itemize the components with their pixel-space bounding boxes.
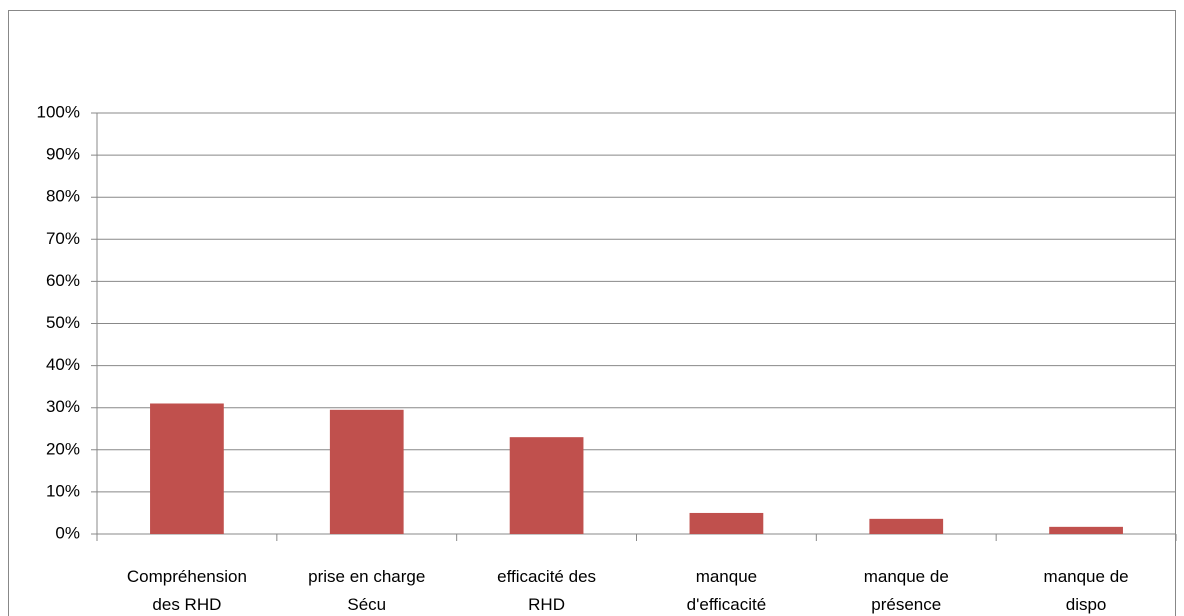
bar [509,437,584,534]
y-tick-label: 50% [46,313,80,332]
y-tick-label: 20% [46,439,80,458]
x-tick-label: manque de dispo [1043,567,1129,614]
y-tick-label: 80% [46,187,80,206]
y-tick-label: 30% [46,397,80,416]
x-tick-label: manque d'efficacité [686,567,767,614]
x-tick-label: manque de présence [863,567,949,614]
y-tick-label: 0% [55,523,80,542]
chart-border [8,10,1176,616]
bar [1049,526,1123,534]
bar [869,518,944,534]
y-tick-label: 70% [46,229,80,248]
y-tick-label: 60% [46,271,80,290]
bar [329,409,404,534]
y-tick-label: 10% [46,481,80,500]
x-tick-label: Compréhension des RHD [126,567,247,614]
bar [689,512,764,534]
bar [150,403,224,534]
y-tick-label: 100% [37,102,80,121]
y-tick-label: 90% [46,145,80,164]
x-tick-label: prise en charge Sécu [308,567,426,614]
x-tick-label: efficacité des RHD [497,567,597,614]
y-tick-label: 40% [46,355,80,374]
